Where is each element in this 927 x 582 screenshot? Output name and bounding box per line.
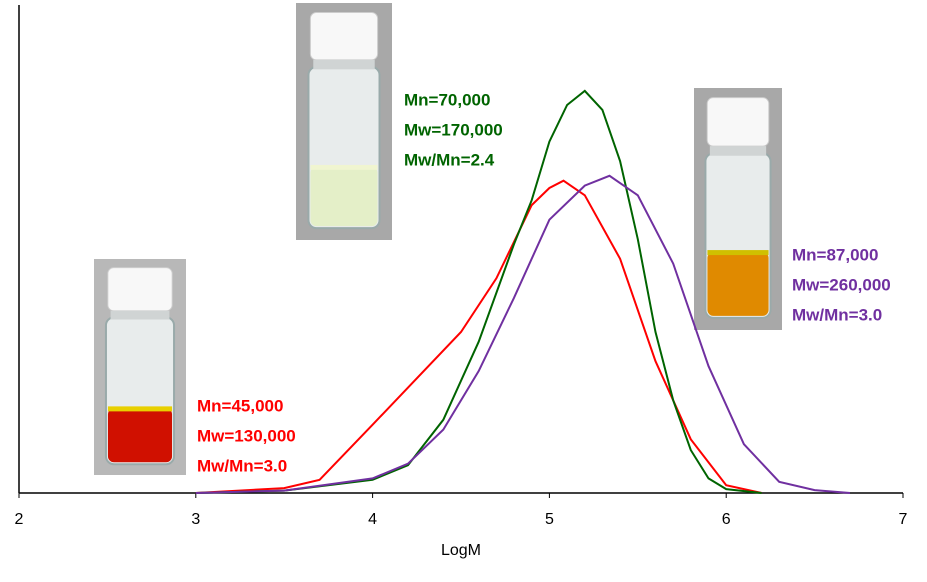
annotation: Mw/Mn=2.4 xyxy=(404,150,495,169)
x-tick-label: 7 xyxy=(899,511,908,528)
annotation: Mn=45,000 xyxy=(197,396,283,415)
vial-cap xyxy=(107,267,173,312)
annotation: Mn=87,000 xyxy=(792,245,878,264)
vial-neck xyxy=(110,310,170,320)
x-tick-label: 4 xyxy=(368,511,377,528)
vial-meniscus xyxy=(707,250,769,256)
annotation: Mw/Mn=3.0 xyxy=(792,305,882,324)
vial-cap xyxy=(309,11,379,61)
vial-liquid xyxy=(310,166,378,227)
vial-liquid xyxy=(107,408,173,463)
x-tick-label: 2 xyxy=(15,511,24,528)
annotation: Mw=170,000 xyxy=(404,120,503,139)
series-line xyxy=(195,179,762,494)
vial-photo xyxy=(94,259,186,475)
vial-photo xyxy=(296,3,392,240)
annotation: Mw=260,000 xyxy=(792,275,891,294)
annotation: Mn=70,000 xyxy=(404,90,490,109)
x-axis-label: LogM xyxy=(441,542,481,559)
vial-liquid xyxy=(707,252,769,316)
x-tick-label: 6 xyxy=(722,511,731,528)
vial-neck xyxy=(313,59,375,70)
vial-cap xyxy=(706,97,770,147)
series-line xyxy=(195,174,851,494)
annotation: Mw/Mn=3.0 xyxy=(197,456,287,475)
x-tick-label: 5 xyxy=(545,511,554,528)
vial-meniscus xyxy=(310,164,378,170)
vial-neck xyxy=(709,146,767,156)
x-tick-label: 3 xyxy=(191,511,200,528)
annotation: Mw=130,000 xyxy=(197,426,296,445)
vial-photo xyxy=(694,88,782,330)
vial-meniscus xyxy=(107,406,173,412)
